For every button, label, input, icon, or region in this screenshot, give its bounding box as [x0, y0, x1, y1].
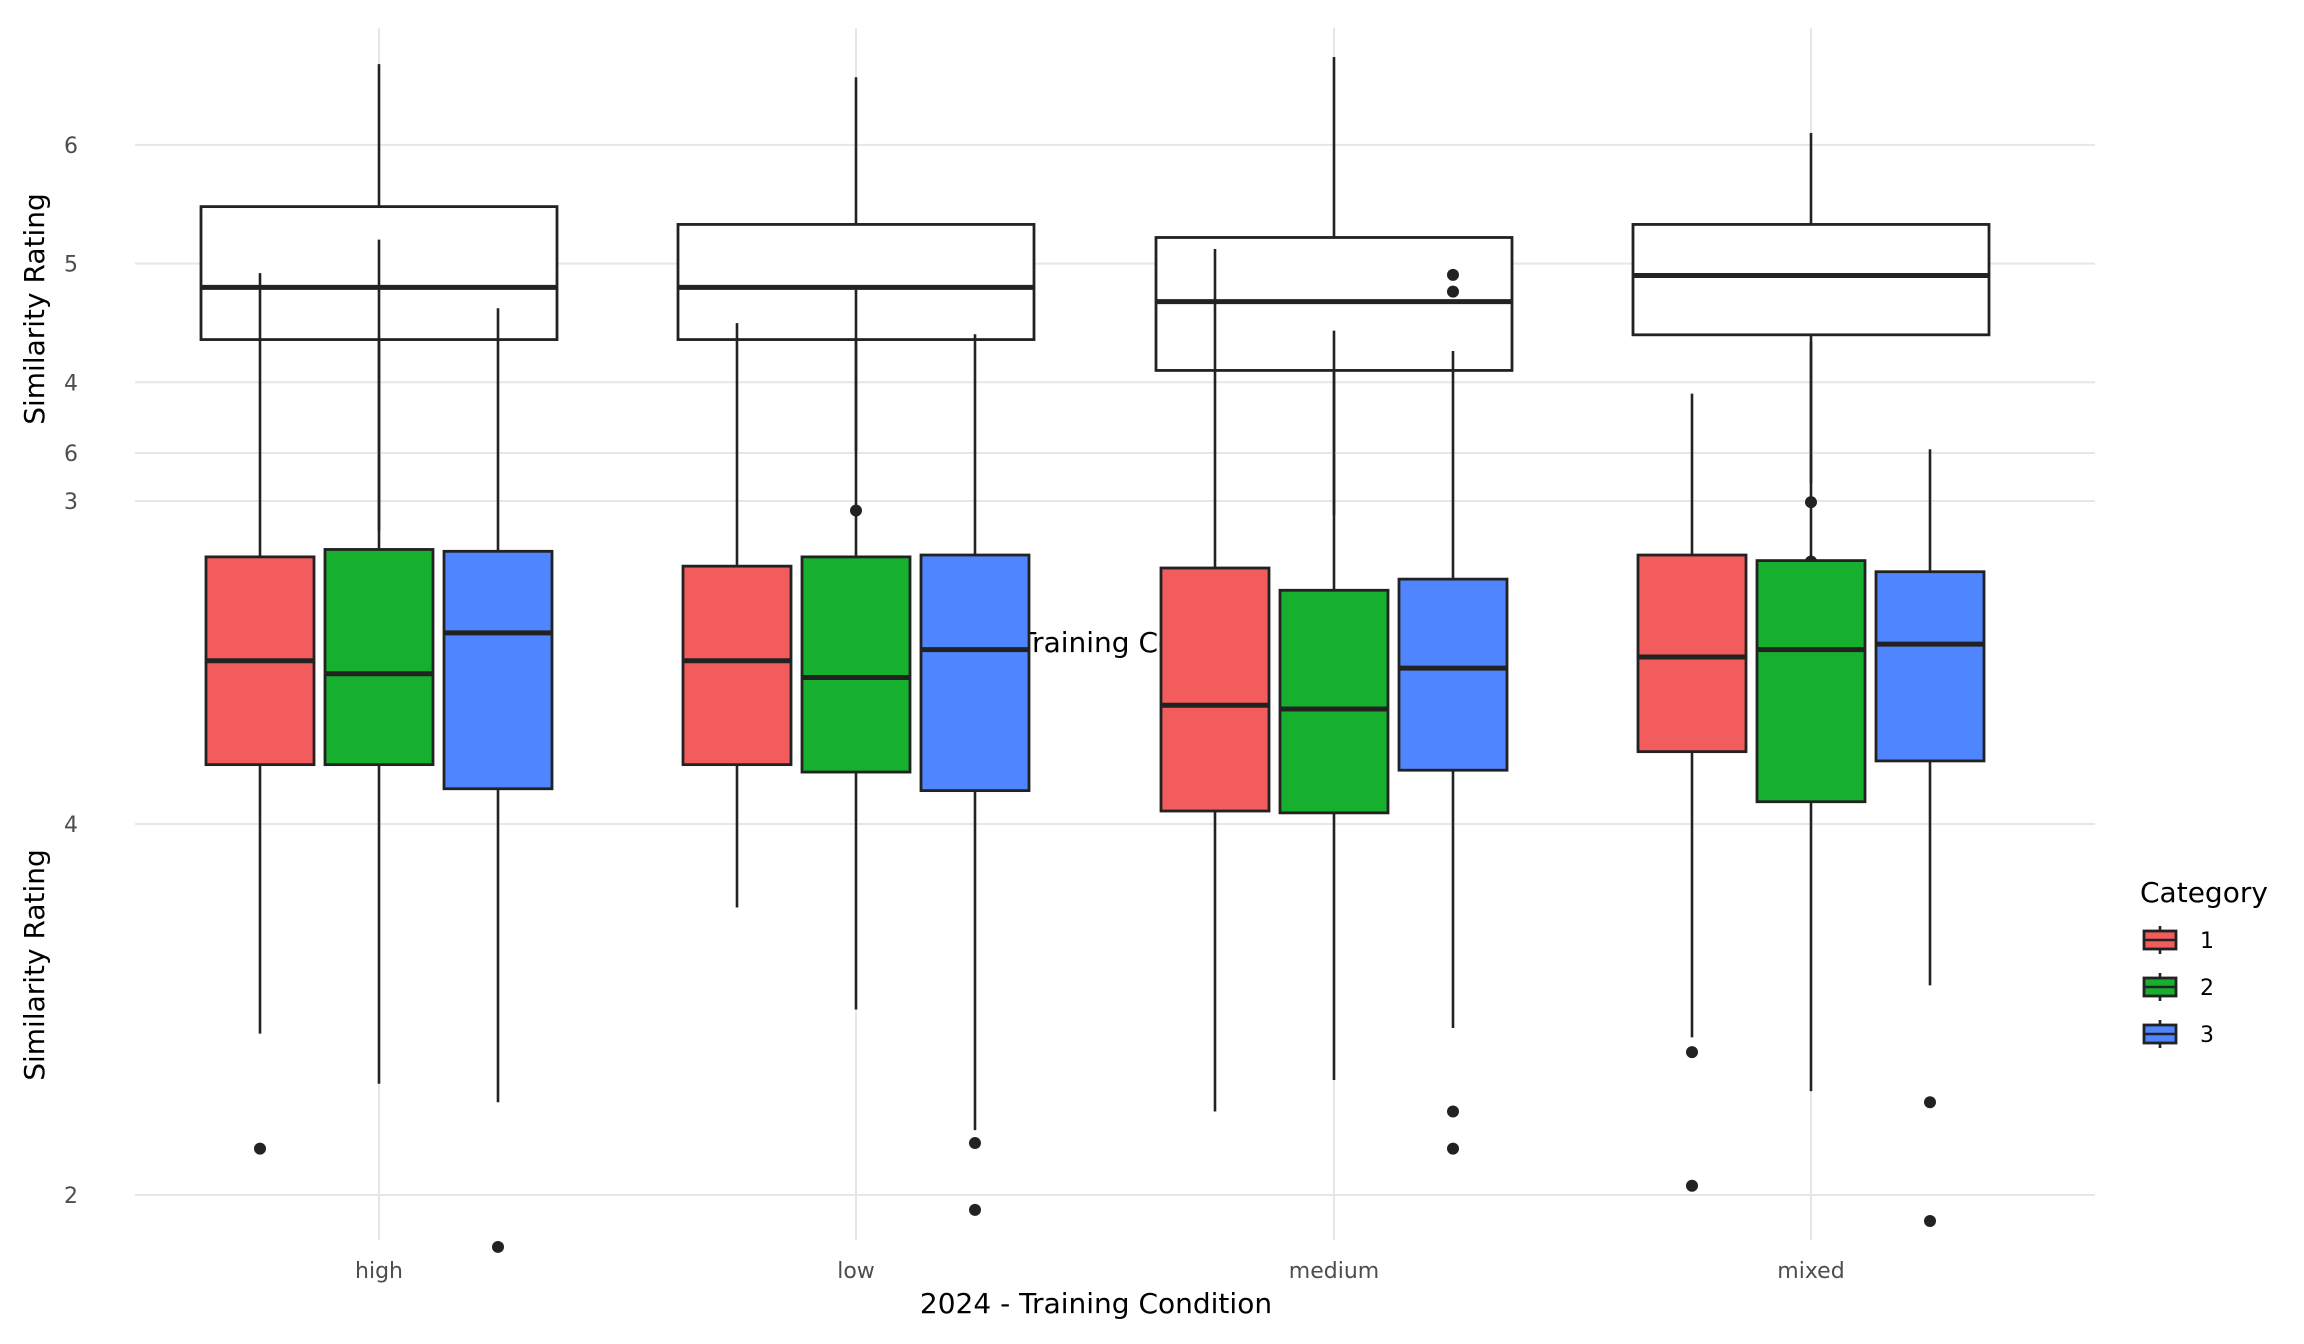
box-high-cat2: [323, 239, 435, 1084]
box-body: [1631, 223, 1991, 337]
outlier-point: [1924, 1214, 1936, 1227]
legend-label: 2: [2200, 976, 2214, 1001]
box-body: [323, 548, 435, 767]
legend-label: 1: [2200, 929, 2214, 954]
y-tick-label: 5: [64, 253, 78, 278]
x-tick-label: mixed: [1777, 1259, 1844, 1284]
y-tick-label: 6: [64, 134, 78, 159]
outlier-point: [969, 1203, 981, 1216]
outlier-point: [492, 1240, 504, 1253]
y-tick-label: 4: [64, 813, 78, 838]
box-mixed-cat1: [1636, 393, 1748, 1192]
legend-key-2: [2142, 973, 2178, 1001]
box-body: [1397, 577, 1509, 772]
outlier-point: [1447, 1142, 1459, 1155]
outlier-point: [1686, 1046, 1698, 1059]
box-body: [919, 553, 1031, 793]
x-tick-label: low: [837, 1259, 875, 1284]
y-tick-label: 6: [64, 442, 78, 467]
box-mixed-cat2: [1755, 341, 1867, 1092]
box-low-cat2: [800, 289, 912, 1010]
bottom-boxplot-panel: 2 4 6 high low medium mixed 2024 - Training Con…: [18, 239, 2095, 1320]
legend-label: 3: [2200, 1023, 2214, 1048]
y-tick-label: 3: [64, 490, 78, 515]
category-legend: Category 1 2 3: [2140, 876, 2268, 1048]
legend-title: Category: [2140, 876, 2268, 909]
box-medium-cat3: [1397, 268, 1509, 1155]
box-low-cat1: [681, 323, 793, 908]
outlier-point: [254, 1142, 266, 1155]
box-high-cat3: [442, 308, 554, 1253]
box-body: [442, 549, 554, 791]
box-body: [1278, 588, 1390, 815]
legend-key-1: [2142, 926, 2178, 954]
outlier-point: [1924, 1096, 1936, 1109]
outlier-point: [969, 1137, 981, 1150]
box-body: [1874, 570, 1986, 763]
legend-key-3: [2142, 1020, 2178, 1048]
box-mixed-cat3: [1874, 449, 1986, 1227]
outlier-point: [1686, 1179, 1698, 1192]
box-medium-cat1: [1159, 248, 1271, 1112]
box-body: [800, 555, 912, 774]
box-high-cat1: [204, 273, 316, 1155]
box-low-cat3: [919, 334, 1031, 1216]
outlier-point: [1447, 285, 1459, 298]
x-tick-label: high: [355, 1259, 403, 1284]
box-body: [1159, 566, 1271, 813]
y-tick-label: 2: [64, 1184, 78, 1209]
y-axis-title: Similarity Rating: [18, 193, 51, 425]
box-body: [1636, 553, 1748, 754]
outlier-point: [1447, 1105, 1459, 1118]
outlier-point: [1447, 268, 1459, 281]
y-tick-label: 4: [64, 371, 78, 396]
x-tick-label: medium: [1289, 1259, 1379, 1284]
box-medium-cat2: [1278, 330, 1390, 1080]
box-body: [1755, 559, 1867, 804]
x-axis-title: 2024 - Training Condition: [920, 1287, 1272, 1320]
y-axis-title: Similarity Rating: [18, 849, 51, 1081]
box-body: [681, 564, 793, 767]
box-mixed: [1631, 133, 1991, 568]
